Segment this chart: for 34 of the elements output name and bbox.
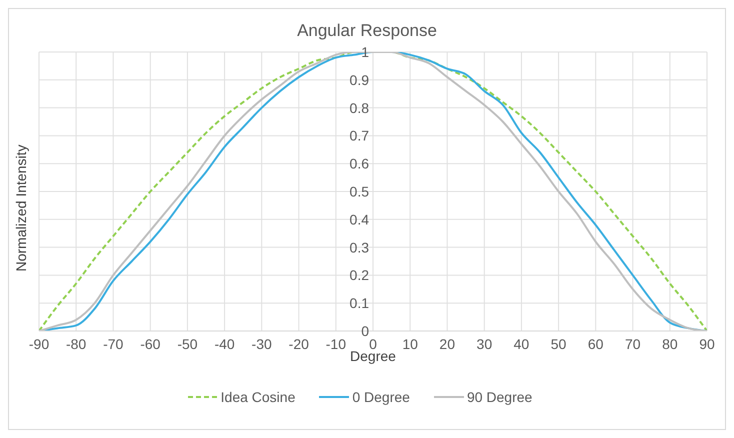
x-tick-label: 40 <box>514 336 530 352</box>
y-tick-label: 0 <box>361 323 370 339</box>
y-tick-label: 0.5 <box>350 184 370 200</box>
x-tick-label: 90 <box>699 336 715 352</box>
legend-label: 90 Degree <box>466 389 532 405</box>
x-tick-label: 10 <box>402 336 418 352</box>
y-tick-label: 0.7 <box>350 128 370 144</box>
legend-label: 0 Degree <box>351 389 410 405</box>
x-tick-label: -90 <box>28 336 50 352</box>
x-tick-label: 30 <box>476 336 492 352</box>
x-tick-label: -50 <box>177 336 198 352</box>
x-axis-title: Degree <box>350 348 396 364</box>
x-tick-label: 20 <box>439 336 456 352</box>
x-tick-label: 50 <box>550 336 567 352</box>
x-tick-label: -20 <box>288 336 310 352</box>
x-tick-label: -80 <box>66 336 86 352</box>
x-tick-label: -40 <box>214 336 235 352</box>
y-tick-label: 0.6 <box>350 156 370 172</box>
x-tick-label: -70 <box>103 336 124 352</box>
chart-title: Angular Response <box>296 21 438 41</box>
x-tick-label: 70 <box>624 336 641 352</box>
y-tick-label: 0.1 <box>350 295 370 312</box>
y-tick-label: 0.9 <box>350 72 370 88</box>
x-tick-label: -30 <box>252 336 272 352</box>
y-axis-title: Normalized Intensity <box>12 144 29 272</box>
y-tick-label: 0.2 <box>350 267 370 284</box>
x-tick-label: -60 <box>140 336 161 352</box>
y-tick-label: 0.3 <box>350 239 370 256</box>
legend-label: Idea Cosine <box>220 389 296 405</box>
y-tick-label: 0.4 <box>350 211 370 228</box>
x-tick-label: -10 <box>326 336 346 352</box>
y-tick-label: 0.8 <box>350 100 370 116</box>
x-tick-label: 80 <box>662 336 678 352</box>
x-tick-label: 60 <box>588 336 604 352</box>
